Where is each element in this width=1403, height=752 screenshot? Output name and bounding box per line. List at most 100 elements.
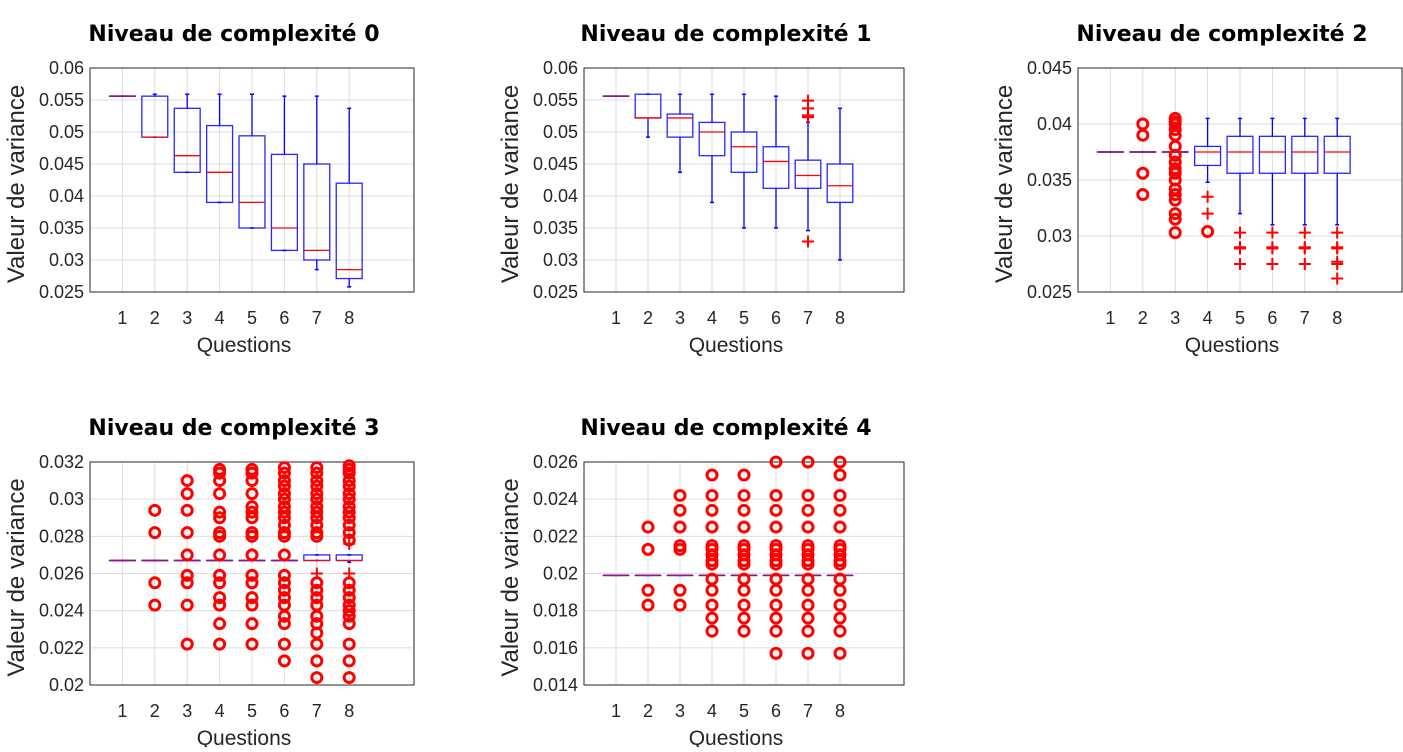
- outlier-plus: [1331, 227, 1343, 239]
- y-tick-label: 0.022: [533, 526, 578, 546]
- x-tick-label: 4: [215, 308, 225, 328]
- x-tick-label: 5: [247, 701, 257, 721]
- x-tick-label: 8: [344, 701, 354, 721]
- y-tick-label: 0.04: [1037, 114, 1072, 134]
- box-8: [336, 461, 362, 683]
- y-axis-label: Valeur de variance: [497, 478, 524, 676]
- y-tick-label: 0.035: [1027, 170, 1072, 190]
- x-tick-label: 1: [117, 701, 127, 721]
- x-tick-label: 1: [611, 308, 621, 328]
- x-tick-label: 1: [117, 308, 127, 328]
- y-tick-label: 0.018: [533, 601, 578, 621]
- outlier-plus: [311, 568, 323, 580]
- y-tick-label: 0.05: [49, 122, 84, 142]
- y-tick-label: 0.032: [39, 452, 84, 472]
- y-axis-label: Valeur de variance: [497, 85, 524, 283]
- y-tick-label: 0.022: [39, 638, 84, 658]
- outlier-plus: [1234, 258, 1246, 270]
- x-axis-label: Questions: [197, 334, 292, 357]
- x-tick-label: 6: [279, 701, 289, 721]
- x-tick-label: 6: [771, 701, 781, 721]
- x-tick-label: 3: [675, 308, 685, 328]
- x-axis-label: Questions: [1185, 334, 1280, 357]
- x-tick-label: 5: [247, 308, 257, 328]
- y-tick-label: 0.016: [533, 638, 578, 658]
- x-tick-label: 7: [803, 308, 813, 328]
- outlier-plus: [1266, 258, 1278, 270]
- outlier-plus: [1266, 242, 1278, 254]
- outlier-plus: [1331, 273, 1343, 285]
- y-tick-label: 0.045: [39, 154, 84, 174]
- y-tick-label: 0.024: [533, 489, 578, 509]
- x-tick-label: 2: [643, 701, 653, 721]
- y-axis-label: Valeur de variance: [991, 85, 1018, 283]
- x-axis-label: Questions: [689, 727, 784, 747]
- subplot-2: 0.025 0.03 0.035 0.04 0.045 1 2 3 4 5 6 7 8 Niveau de…: [991, 22, 1402, 357]
- outlier-plus: [1331, 242, 1343, 254]
- y-tick-label: 0.02: [543, 564, 578, 584]
- y-tick-label: 0.035: [39, 218, 84, 238]
- x-tick-label: 8: [344, 308, 354, 328]
- x-axis-label: Questions: [197, 727, 292, 747]
- y-tick-label: 0.06: [49, 58, 84, 78]
- x-tick-label: 6: [771, 308, 781, 328]
- box-4: [1195, 118, 1221, 236]
- y-tick-label: 0.026: [533, 452, 578, 472]
- x-tick-label: 5: [1235, 308, 1245, 328]
- chart-title: Niveau de complexité 3: [88, 416, 379, 441]
- outlier-plus: [802, 95, 814, 107]
- y-tick-label: 0.045: [533, 154, 578, 174]
- outlier-plus: [1202, 208, 1214, 220]
- x-tick-label: 2: [1138, 308, 1148, 328]
- y-tick-label: 0.04: [543, 186, 578, 206]
- y-tick-label: 0.035: [533, 218, 578, 238]
- y-axis-label: Valeur de variance: [3, 478, 30, 676]
- x-tick-label: 2: [150, 701, 160, 721]
- outlier-plus: [1299, 227, 1311, 239]
- chart-title: Niveau de complexité 0: [88, 22, 379, 47]
- y-tick-label: 0.025: [39, 282, 84, 302]
- x-tick-label: 8: [835, 701, 845, 721]
- x-tick-label: 4: [1203, 308, 1213, 328]
- x-tick-label: 4: [707, 308, 717, 328]
- x-tick-label: 1: [611, 701, 621, 721]
- box-6: [763, 96, 789, 228]
- y-tick-label: 0.06: [543, 58, 578, 78]
- outlier-plus: [1234, 242, 1246, 254]
- x-tick-label: 1: [1105, 308, 1115, 328]
- outlier-plus: [1299, 242, 1311, 254]
- outlier-plus: [802, 235, 814, 247]
- x-tick-label: 6: [279, 308, 289, 328]
- y-tick-label: 0.028: [39, 526, 84, 546]
- y-tick-label: 0.03: [1037, 226, 1072, 246]
- x-tick-label: 3: [675, 701, 685, 721]
- x-tick-label: 6: [1267, 308, 1277, 328]
- chart-title: Niveau de complexité 1: [580, 22, 871, 47]
- y-tick-label: 0.045: [1027, 58, 1072, 78]
- y-tick-label: 0.026: [39, 564, 84, 584]
- chart-title: Niveau de complexité 2: [1076, 22, 1367, 47]
- outlier-plus: [1266, 227, 1278, 239]
- x-tick-label: 7: [1300, 308, 1310, 328]
- x-tick-label: 3: [1170, 308, 1180, 328]
- x-tick-label: 8: [1332, 308, 1342, 328]
- y-tick-label: 0.02: [49, 675, 84, 695]
- outlier-plus: [1234, 227, 1246, 239]
- box-7: [304, 463, 330, 683]
- y-tick-label: 0.025: [1027, 282, 1072, 302]
- outlier-plus: [1202, 191, 1214, 203]
- x-tick-label: 2: [643, 308, 653, 328]
- x-tick-label: 4: [215, 701, 225, 721]
- y-tick-label: 0.024: [39, 601, 84, 621]
- y-tick-label: 0.025: [533, 282, 578, 302]
- x-tick-label: 8: [835, 308, 845, 328]
- x-tick-label: 7: [803, 701, 813, 721]
- y-axis-label: Valeur de variance: [3, 85, 30, 283]
- y-tick-label: 0.05: [543, 122, 578, 142]
- outlier-plus: [343, 568, 355, 580]
